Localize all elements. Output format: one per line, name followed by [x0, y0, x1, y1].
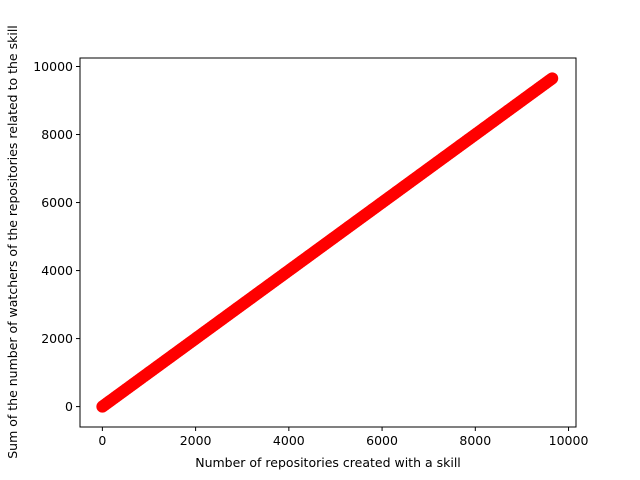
scatter-point: [546, 72, 559, 85]
y-tick-label: 6000: [41, 195, 73, 210]
x-tick-label: 8000: [459, 433, 491, 448]
y-tick-label: 2000: [41, 331, 73, 346]
x-tick-label: 4000: [273, 433, 305, 448]
y-tick-label: 10000: [33, 59, 73, 74]
x-axis-ticks: 0 2000 4000 6000 8000 10000: [98, 427, 588, 448]
y-tick-label: 0: [65, 399, 73, 414]
x-tick-label: 10000: [549, 433, 589, 448]
y-tick-label: 8000: [41, 127, 73, 142]
y-axis-label: Sum of the number of watchers of the rep…: [5, 25, 20, 459]
x-tick-label: 6000: [366, 433, 398, 448]
x-axis-label: Number of repositories created with a sk…: [195, 455, 461, 470]
plot-frame: [79, 57, 577, 428]
data-points: [96, 72, 559, 413]
x-tick-label: 2000: [180, 433, 212, 448]
y-tick-label: 4000: [41, 263, 73, 278]
y-axis-ticks: 0 2000 4000 6000 8000 10000: [33, 59, 80, 414]
x-tick-label: 0: [98, 433, 106, 448]
